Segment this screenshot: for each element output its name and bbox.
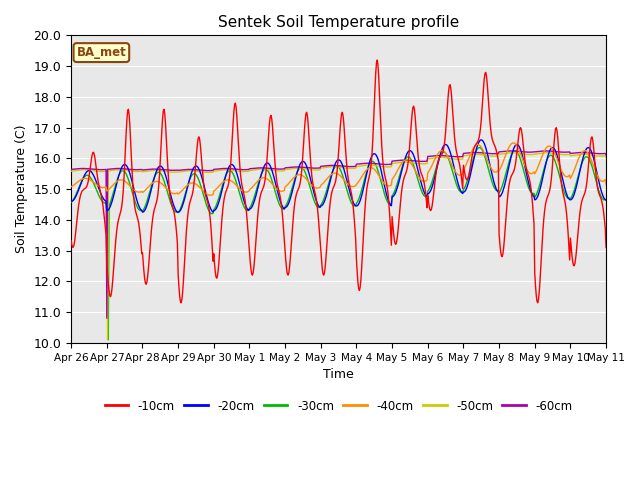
Title: Sentek Soil Temperature profile: Sentek Soil Temperature profile (218, 15, 460, 30)
Legend: -10cm, -20cm, -30cm, -40cm, -50cm, -60cm: -10cm, -20cm, -30cm, -40cm, -50cm, -60cm (100, 395, 577, 417)
Text: BA_met: BA_met (77, 46, 126, 59)
Y-axis label: Soil Temperature (C): Soil Temperature (C) (15, 125, 28, 253)
X-axis label: Time: Time (323, 368, 354, 381)
